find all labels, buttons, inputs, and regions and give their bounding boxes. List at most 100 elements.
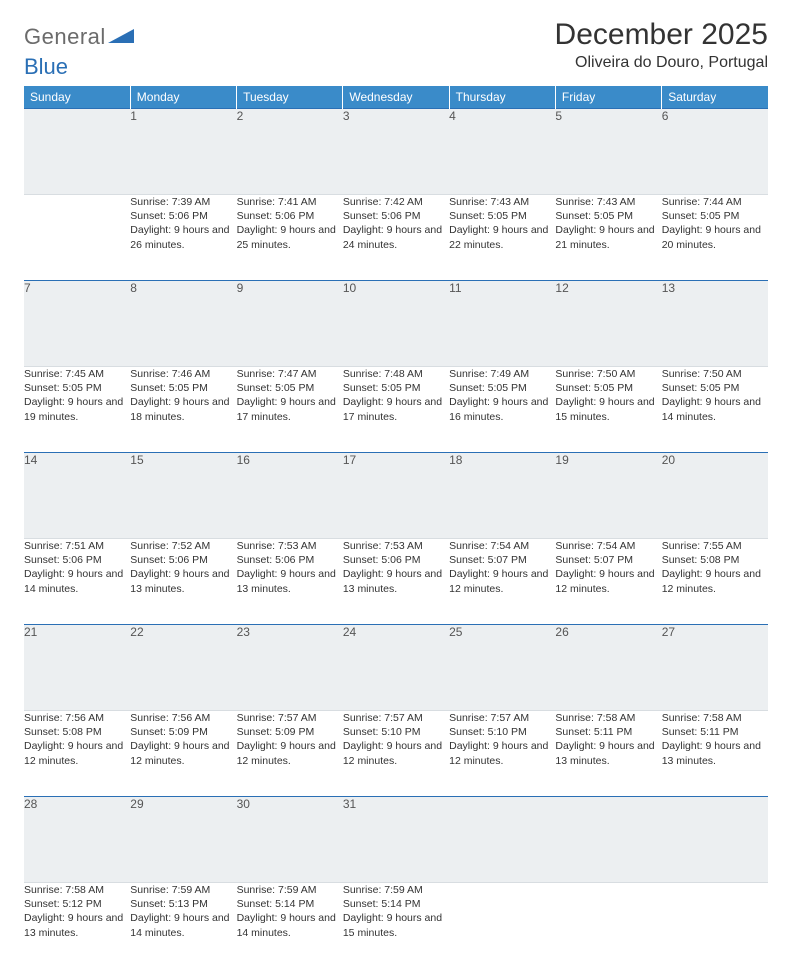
month-title: December 2025 (555, 18, 768, 52)
sunrise-line: Sunrise: 7:41 AM (237, 195, 343, 209)
day-detail-cell: Sunrise: 7:58 AMSunset: 5:11 PMDaylight:… (662, 711, 768, 797)
sunrise-line: Sunrise: 7:47 AM (237, 367, 343, 381)
daylight-line: Daylight: 9 hours and 12 minutes. (662, 567, 768, 595)
day-number-cell: 15 (130, 453, 236, 539)
day-number-cell: 10 (343, 281, 449, 367)
daylight-line: Daylight: 9 hours and 17 minutes. (343, 395, 449, 423)
sunrise-line: Sunrise: 7:52 AM (130, 539, 236, 553)
day-number-row: 123456 (24, 109, 768, 195)
sunrise-line: Sunrise: 7:58 AM (555, 711, 661, 725)
day-detail-cell: Sunrise: 7:57 AMSunset: 5:09 PMDaylight:… (237, 711, 343, 797)
day-number-cell: 28 (24, 797, 130, 883)
day-detail-cell: Sunrise: 7:50 AMSunset: 5:05 PMDaylight:… (662, 367, 768, 453)
day-number-cell: 12 (555, 281, 661, 367)
day-number-cell: 7 (24, 281, 130, 367)
day-number-cell: 26 (555, 625, 661, 711)
day-detail-cell: Sunrise: 7:41 AMSunset: 5:06 PMDaylight:… (237, 195, 343, 281)
sunset-line: Sunset: 5:06 PM (24, 553, 130, 567)
day-number-cell: 8 (130, 281, 236, 367)
day-detail-cell (555, 883, 661, 969)
daylight-line: Daylight: 9 hours and 18 minutes. (130, 395, 236, 423)
sunrise-line: Sunrise: 7:46 AM (130, 367, 236, 381)
daylight-line: Daylight: 9 hours and 14 minutes. (662, 395, 768, 423)
day-detail-cell: Sunrise: 7:42 AMSunset: 5:06 PMDaylight:… (343, 195, 449, 281)
sunset-line: Sunset: 5:05 PM (449, 209, 555, 223)
sunrise-line: Sunrise: 7:43 AM (555, 195, 661, 209)
day-number-cell (555, 797, 661, 883)
day-number-cell: 22 (130, 625, 236, 711)
sunrise-line: Sunrise: 7:55 AM (662, 539, 768, 553)
sunset-line: Sunset: 5:07 PM (555, 553, 661, 567)
daylight-line: Daylight: 9 hours and 19 minutes. (24, 395, 130, 423)
daylight-line: Daylight: 9 hours and 13 minutes. (555, 739, 661, 767)
sunrise-line: Sunrise: 7:54 AM (555, 539, 661, 553)
sunrise-line: Sunrise: 7:42 AM (343, 195, 449, 209)
day-detail-cell: Sunrise: 7:43 AMSunset: 5:05 PMDaylight:… (555, 195, 661, 281)
sunset-line: Sunset: 5:05 PM (555, 381, 661, 395)
day-number-cell: 4 (449, 109, 555, 195)
sunrise-line: Sunrise: 7:59 AM (343, 883, 449, 897)
logo-text-blue: Blue (24, 54, 768, 80)
sunset-line: Sunset: 5:05 PM (24, 381, 130, 395)
weekday-header: Wednesday (343, 86, 449, 109)
day-detail-cell: Sunrise: 7:48 AMSunset: 5:05 PMDaylight:… (343, 367, 449, 453)
day-detail-row: Sunrise: 7:56 AMSunset: 5:08 PMDaylight:… (24, 711, 768, 797)
day-number-cell: 5 (555, 109, 661, 195)
daylight-line: Daylight: 9 hours and 12 minutes. (449, 567, 555, 595)
daylight-line: Daylight: 9 hours and 13 minutes. (24, 911, 130, 939)
day-detail-cell: Sunrise: 7:59 AMSunset: 5:13 PMDaylight:… (130, 883, 236, 969)
day-number-cell: 1 (130, 109, 236, 195)
day-number-cell: 31 (343, 797, 449, 883)
weekday-header: Sunday (24, 86, 130, 109)
sunrise-line: Sunrise: 7:57 AM (237, 711, 343, 725)
sunrise-line: Sunrise: 7:57 AM (343, 711, 449, 725)
daylight-line: Daylight: 9 hours and 26 minutes. (130, 223, 236, 251)
day-number-cell: 14 (24, 453, 130, 539)
daylight-line: Daylight: 9 hours and 12 minutes. (237, 739, 343, 767)
sunset-line: Sunset: 5:11 PM (555, 725, 661, 739)
day-detail-row: Sunrise: 7:45 AMSunset: 5:05 PMDaylight:… (24, 367, 768, 453)
day-detail-cell: Sunrise: 7:56 AMSunset: 5:09 PMDaylight:… (130, 711, 236, 797)
sunset-line: Sunset: 5:14 PM (343, 897, 449, 911)
day-number-row: 21222324252627 (24, 625, 768, 711)
sunrise-line: Sunrise: 7:50 AM (555, 367, 661, 381)
daylight-line: Daylight: 9 hours and 12 minutes. (24, 739, 130, 767)
logo-triangle-icon (108, 27, 134, 48)
day-number-row: 78910111213 (24, 281, 768, 367)
sunrise-line: Sunrise: 7:54 AM (449, 539, 555, 553)
daylight-line: Daylight: 9 hours and 12 minutes. (555, 567, 661, 595)
calendar-table: SundayMondayTuesdayWednesdayThursdayFrid… (24, 86, 768, 969)
day-number-cell: 11 (449, 281, 555, 367)
sunset-line: Sunset: 5:12 PM (24, 897, 130, 911)
day-detail-cell: Sunrise: 7:58 AMSunset: 5:12 PMDaylight:… (24, 883, 130, 969)
logo-text-general: General (24, 24, 106, 50)
sunset-line: Sunset: 5:06 PM (130, 553, 236, 567)
daylight-line: Daylight: 9 hours and 15 minutes. (555, 395, 661, 423)
sunrise-line: Sunrise: 7:59 AM (130, 883, 236, 897)
sunrise-line: Sunrise: 7:57 AM (449, 711, 555, 725)
sunrise-line: Sunrise: 7:48 AM (343, 367, 449, 381)
sunset-line: Sunset: 5:10 PM (343, 725, 449, 739)
daylight-line: Daylight: 9 hours and 21 minutes. (555, 223, 661, 251)
sunset-line: Sunset: 5:05 PM (555, 209, 661, 223)
day-detail-cell: Sunrise: 7:50 AMSunset: 5:05 PMDaylight:… (555, 367, 661, 453)
day-detail-row: Sunrise: 7:39 AMSunset: 5:06 PMDaylight:… (24, 195, 768, 281)
day-detail-cell: Sunrise: 7:45 AMSunset: 5:05 PMDaylight:… (24, 367, 130, 453)
sunset-line: Sunset: 5:05 PM (662, 209, 768, 223)
weekday-header: Saturday (662, 86, 768, 109)
sunset-line: Sunset: 5:11 PM (662, 725, 768, 739)
day-detail-cell: Sunrise: 7:43 AMSunset: 5:05 PMDaylight:… (449, 195, 555, 281)
sunset-line: Sunset: 5:05 PM (662, 381, 768, 395)
daylight-line: Daylight: 9 hours and 15 minutes. (343, 911, 449, 939)
weekday-header-row: SundayMondayTuesdayWednesdayThursdayFrid… (24, 86, 768, 109)
logo: General (24, 18, 136, 50)
sunrise-line: Sunrise: 7:43 AM (449, 195, 555, 209)
day-detail-cell: Sunrise: 7:44 AMSunset: 5:05 PMDaylight:… (662, 195, 768, 281)
day-number-row: 28293031 (24, 797, 768, 883)
sunset-line: Sunset: 5:06 PM (130, 209, 236, 223)
sunrise-line: Sunrise: 7:58 AM (24, 883, 130, 897)
daylight-line: Daylight: 9 hours and 16 minutes. (449, 395, 555, 423)
sunrise-line: Sunrise: 7:53 AM (237, 539, 343, 553)
day-number-cell: 27 (662, 625, 768, 711)
day-number-cell: 29 (130, 797, 236, 883)
